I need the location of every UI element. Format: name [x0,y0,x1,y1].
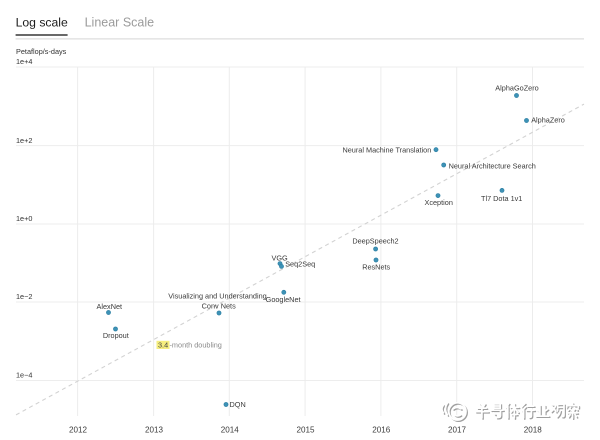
svg-text:2012: 2012 [69,426,88,435]
svg-text:VGG: VGG [271,253,288,262]
svg-text:Neural Machine Translation: Neural Machine Translation [342,145,431,154]
svg-text:GoogleNet: GoogleNet [266,295,301,304]
svg-text:1e+0: 1e+0 [16,214,32,223]
svg-text:-month doubling: -month doubling [170,341,222,350]
svg-text:ResNets: ResNets [362,263,390,272]
svg-text:1e−2: 1e−2 [16,292,32,301]
svg-text:Log scale: Log scale [16,15,68,29]
svg-text:2017: 2017 [448,426,467,435]
svg-text:Visualizing and Understanding: Visualizing and Understanding [168,292,266,301]
svg-text:Neural Architecture Search: Neural Architecture Search [449,161,536,170]
svg-text:Linear Scale: Linear Scale [85,15,155,29]
svg-text:2016: 2016 [372,426,391,435]
svg-text:DQN: DQN [230,400,246,409]
svg-text:2014: 2014 [221,426,240,435]
svg-text:AlphaGoZero: AlphaGoZero [495,84,538,93]
svg-text:Dropout: Dropout [103,331,129,340]
svg-text:DeepSpeech2: DeepSpeech2 [352,236,398,245]
svg-text:2015: 2015 [296,426,315,435]
svg-text:2018: 2018 [524,426,543,435]
svg-text:2013: 2013 [145,426,164,435]
svg-text:AlexNet: AlexNet [97,302,123,311]
svg-text:1e−4: 1e−4 [16,371,32,380]
svg-text:1e+2: 1e+2 [16,136,32,145]
svg-text:1e+4: 1e+4 [16,57,32,66]
svg-text:Seq2Seq: Seq2Seq [285,260,315,269]
svg-text:Petaflop/s-days: Petaflop/s-days [16,47,67,56]
svg-text:3.4: 3.4 [158,341,168,350]
svg-text:Xception: Xception [424,198,452,207]
svg-text:Conv Nets: Conv Nets [202,301,236,310]
svg-text:AlphaZero: AlphaZero [531,115,565,124]
svg-text:Tl7 Dota 1v1: Tl7 Dota 1v1 [481,194,522,203]
